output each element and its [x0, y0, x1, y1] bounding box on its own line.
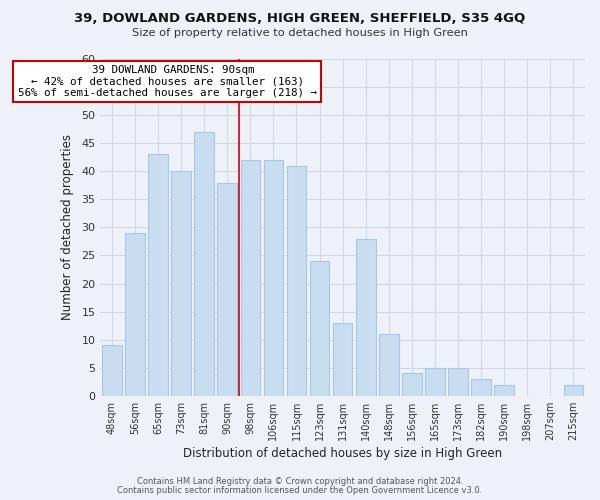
Bar: [171, 172, 191, 396]
Bar: [379, 334, 398, 396]
Bar: [563, 384, 583, 396]
Text: 39, DOWLAND GARDENS, HIGH GREEN, SHEFFIELD, S35 4GQ: 39, DOWLAND GARDENS, HIGH GREEN, SHEFFIE…: [74, 12, 526, 26]
Bar: [241, 160, 260, 396]
Text: 39 DOWLAND GARDENS: 90sqm
← 42% of detached houses are smaller (163)
56% of semi: 39 DOWLAND GARDENS: 90sqm ← 42% of detac…: [18, 65, 317, 98]
Bar: [448, 368, 468, 396]
X-axis label: Distribution of detached houses by size in High Green: Distribution of detached houses by size …: [183, 447, 502, 460]
Bar: [494, 384, 514, 396]
Bar: [148, 154, 168, 396]
Y-axis label: Number of detached properties: Number of detached properties: [61, 134, 74, 320]
Bar: [356, 238, 376, 396]
Bar: [333, 323, 352, 396]
Bar: [425, 368, 445, 396]
Text: Contains public sector information licensed under the Open Government Licence v3: Contains public sector information licen…: [118, 486, 482, 495]
Text: Contains HM Land Registry data © Crown copyright and database right 2024.: Contains HM Land Registry data © Crown c…: [137, 477, 463, 486]
Bar: [125, 233, 145, 396]
Bar: [102, 346, 122, 396]
Bar: [217, 182, 237, 396]
Bar: [402, 374, 422, 396]
Text: Size of property relative to detached houses in High Green: Size of property relative to detached ho…: [132, 28, 468, 38]
Bar: [310, 261, 329, 396]
Bar: [194, 132, 214, 396]
Bar: [472, 379, 491, 396]
Bar: [287, 166, 306, 396]
Bar: [263, 160, 283, 396]
